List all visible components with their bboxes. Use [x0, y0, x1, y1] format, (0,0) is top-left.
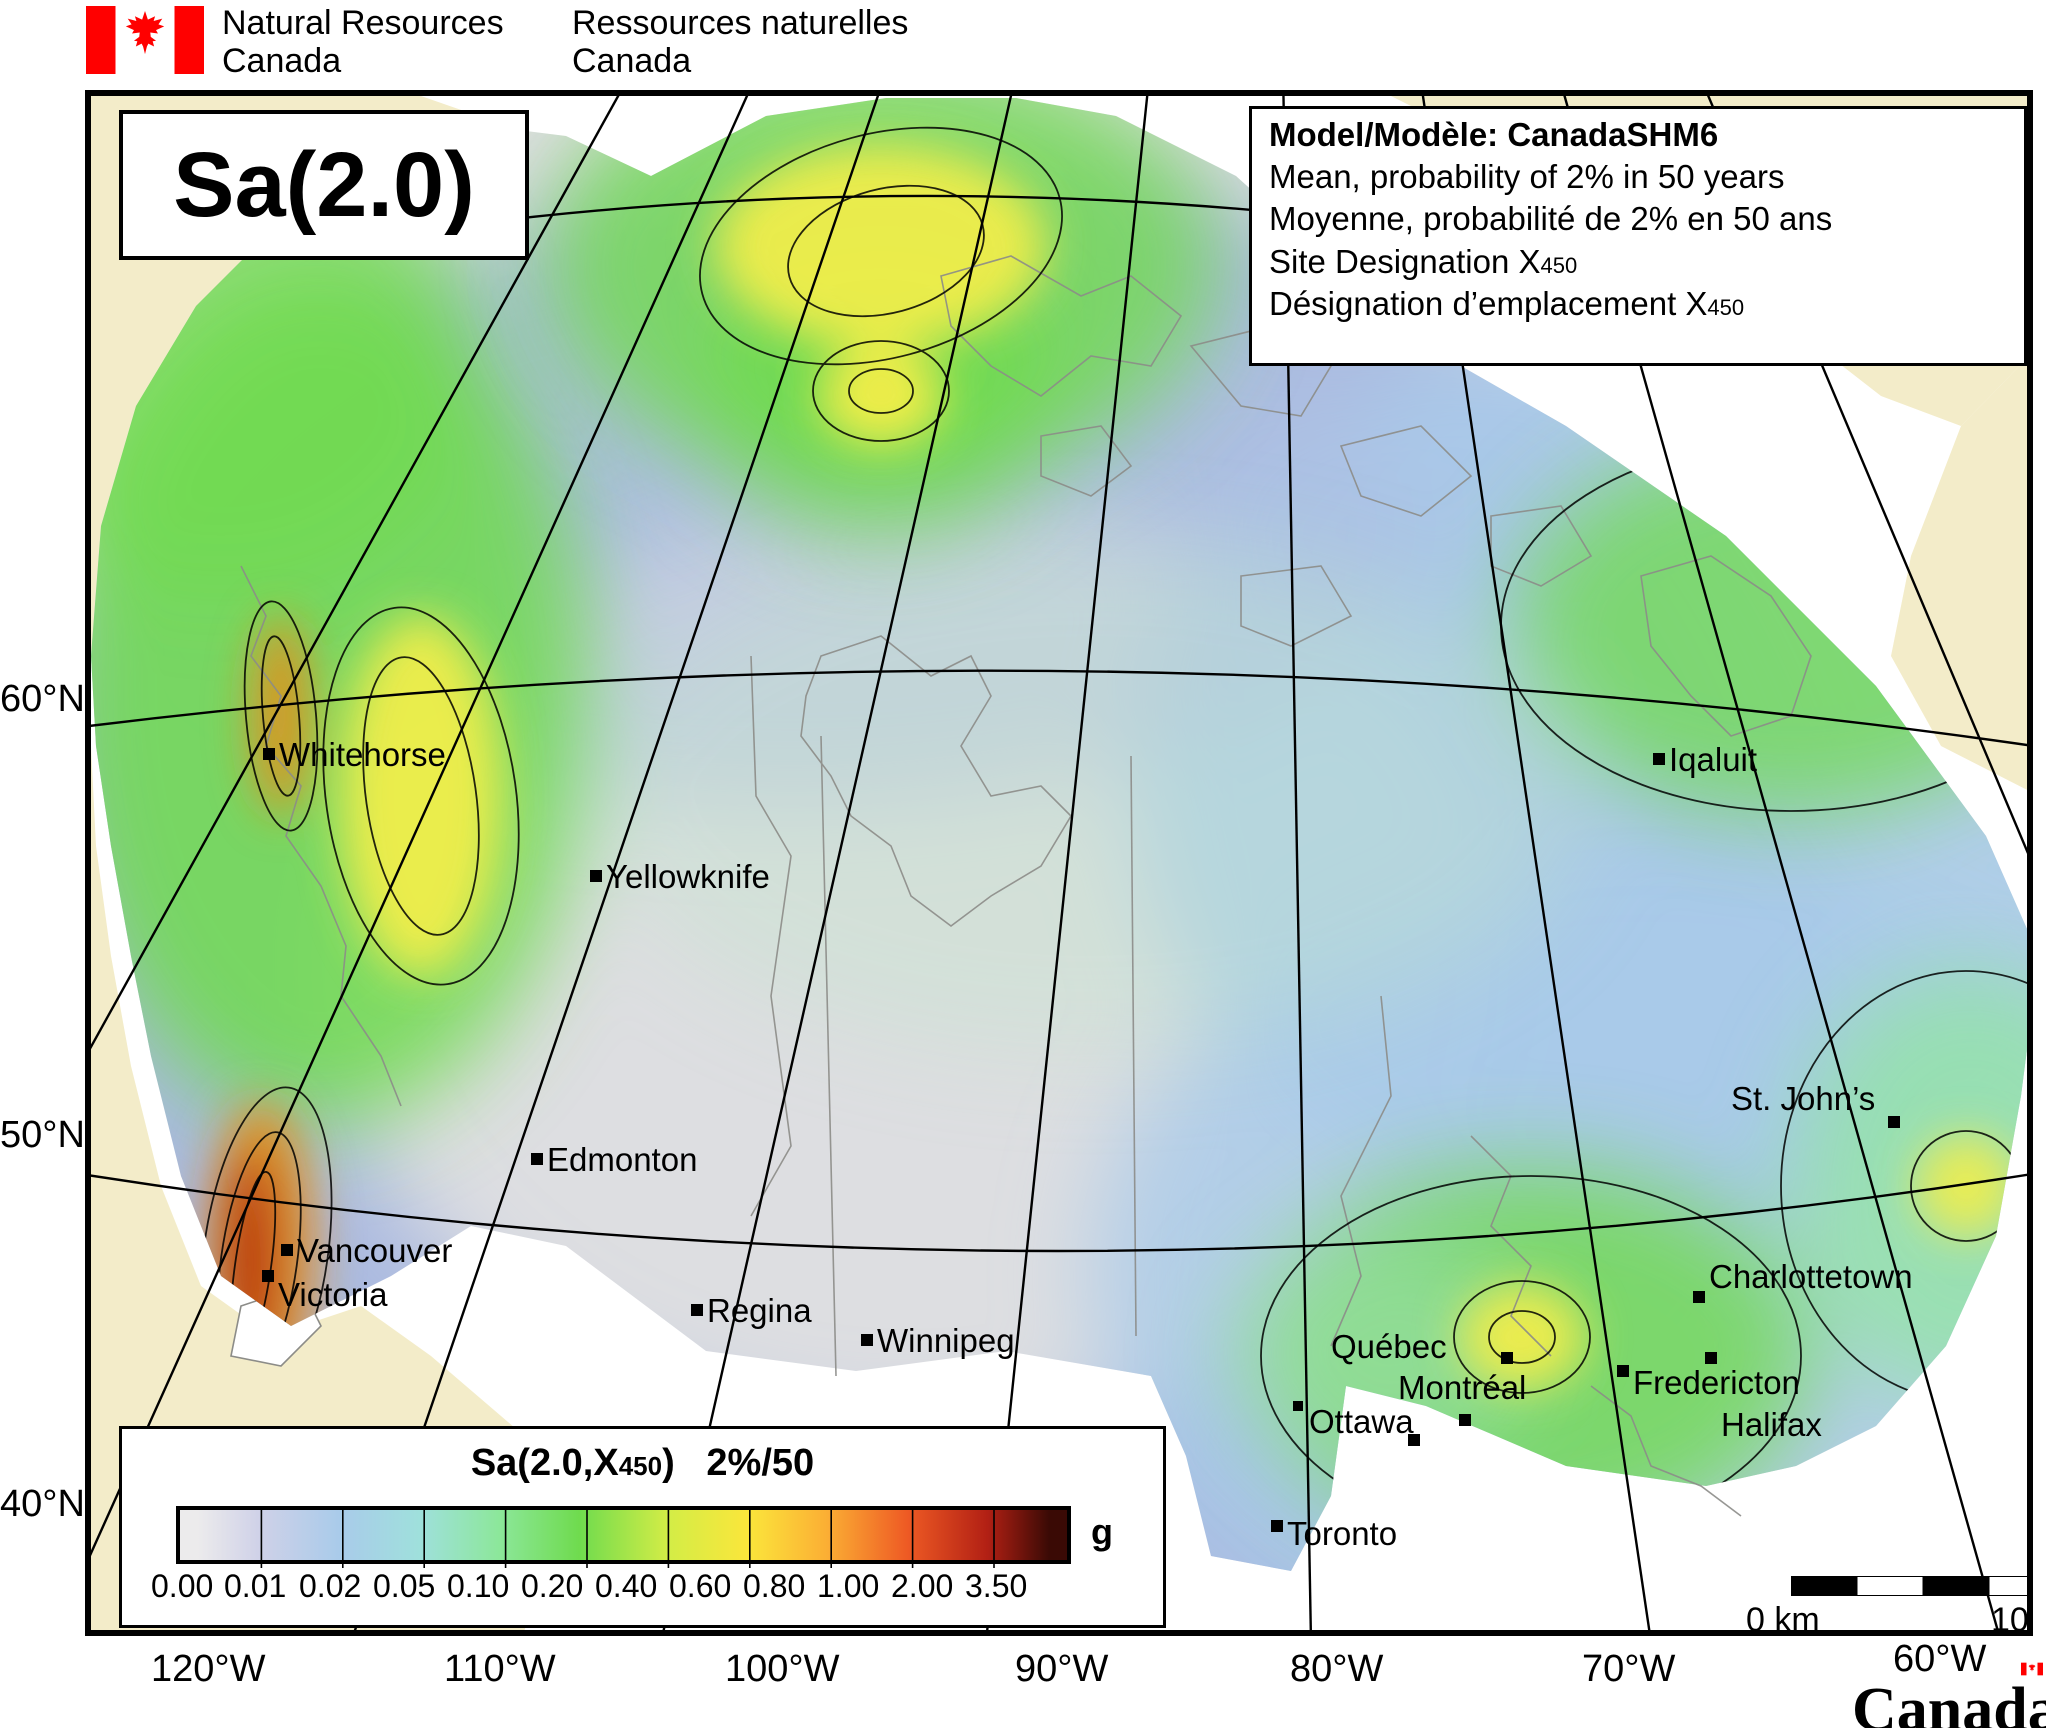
svg-text:Toronto: Toronto — [1287, 1515, 1397, 1552]
svg-text:Regina: Regina — [707, 1292, 812, 1329]
svg-text:Halifax: Halifax — [1721, 1406, 1822, 1443]
svg-text:Victoria: Victoria — [278, 1276, 388, 1313]
svg-text:Yellowknife: Yellowknife — [606, 858, 770, 895]
svg-text:Winnipeg: Winnipeg — [877, 1322, 1015, 1359]
svg-text:Charlottetown: Charlottetown — [1709, 1258, 1913, 1295]
svg-text:Ottawa: Ottawa — [1309, 1403, 1414, 1440]
svg-text:St. John’s: St. John’s — [1731, 1080, 1875, 1117]
svg-text:Whitehorse: Whitehorse — [279, 736, 446, 773]
svg-text:Iqaluit: Iqaluit — [1669, 741, 1757, 778]
svg-text:Vancouver: Vancouver — [297, 1232, 452, 1269]
svg-text:Fredericton: Fredericton — [1633, 1364, 1800, 1401]
svg-text:Edmonton: Edmonton — [547, 1141, 697, 1178]
svg-text:Montréal: Montréal — [1398, 1369, 1526, 1406]
svg-text:Québec: Québec — [1331, 1328, 1447, 1365]
